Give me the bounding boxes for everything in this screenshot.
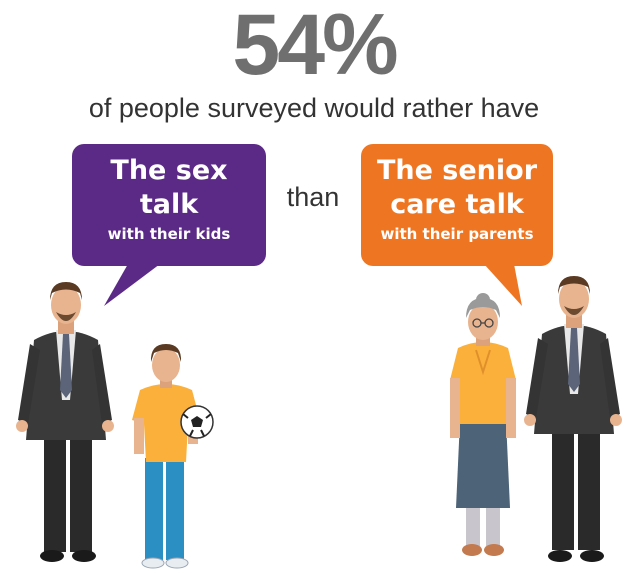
right-bubble-line1: The senior [376,155,538,186]
left-bubble-line2: talk [139,189,199,220]
left-bubble-text: The sex talk with their kids [72,154,266,244]
connector-text: than [286,182,340,212]
man-icon [16,282,114,562]
right-bubble-detail: with their parents [380,225,534,243]
right-bubble-text: The senior care talk with their parents [361,154,553,244]
boy-with-soccer-ball-icon [132,344,214,569]
man-icon [524,276,622,562]
right-bubble-line2: care talk [390,189,524,220]
headline-subtitle: of people surveyed would rather have [88,93,540,123]
left-bubble-line1: The sex [110,155,228,186]
headline-stat: 54% [232,0,398,93]
elderly-woman-icon [450,293,516,556]
left-speech-bubble [72,144,266,306]
left-bubble-detail: with their kids [107,225,231,243]
right-speech-bubble [361,144,553,306]
